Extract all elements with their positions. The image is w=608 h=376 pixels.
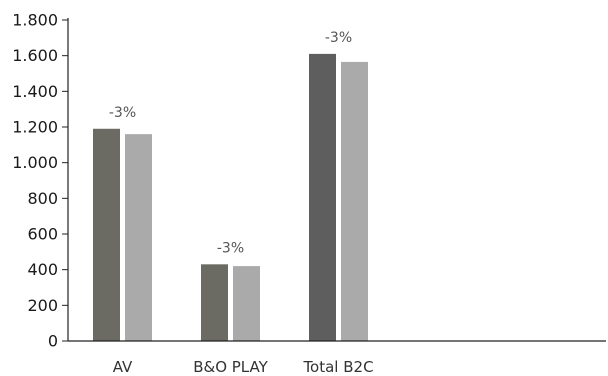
y-tick-label: 800 [27, 189, 58, 208]
x-category-label: B&O PLAY [193, 358, 268, 376]
y-tick-label: 200 [27, 296, 58, 315]
y-tick-label: 400 [27, 260, 58, 279]
bar [309, 53, 336, 342]
y-tick-label: 0 [48, 332, 58, 351]
y-tick-label: 1.600 [12, 46, 58, 65]
bar [93, 128, 120, 341]
y-tick-label: 1.200 [12, 118, 58, 137]
y-tick-label: 1.800 [12, 11, 58, 30]
y-tick-label: 600 [27, 225, 58, 244]
data-label: -3% [217, 240, 244, 256]
bar [341, 61, 368, 342]
x-category-label: Total B2C [302, 358, 373, 376]
bar [233, 266, 260, 341]
y-tick-label: 1.000 [12, 153, 58, 172]
data-label: -3% [325, 30, 352, 46]
data-label: -3% [109, 105, 136, 121]
x-category-label: AV [113, 358, 133, 376]
y-tick-label: 1.400 [12, 82, 58, 101]
bar [201, 264, 228, 341]
bar [125, 134, 152, 341]
